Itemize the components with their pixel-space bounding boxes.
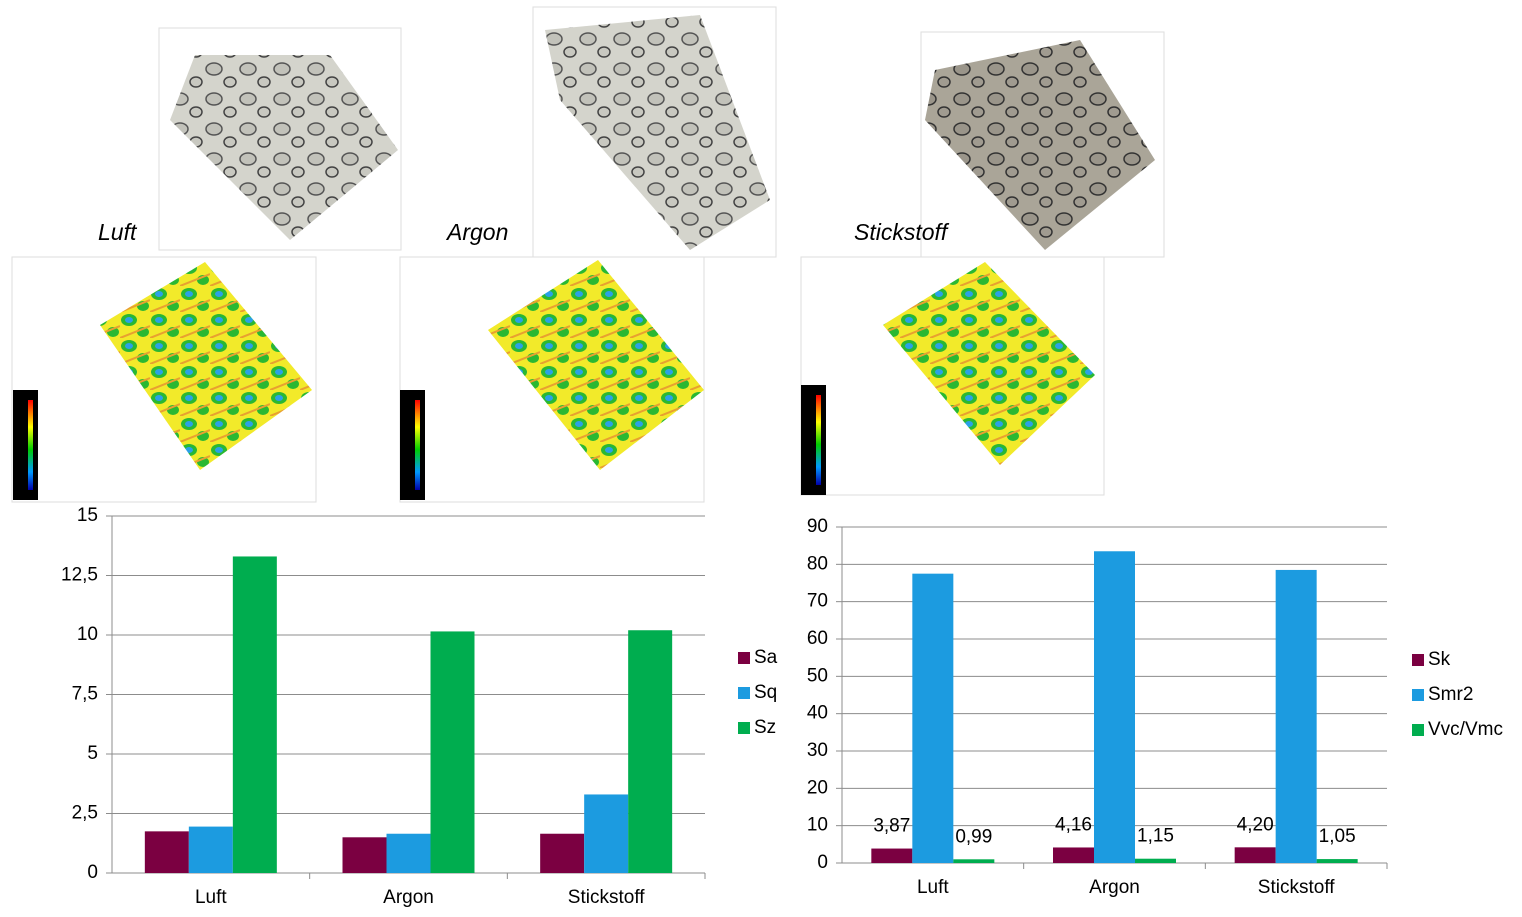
legend-swatch xyxy=(738,687,750,699)
x-tick-label: Argon xyxy=(1089,877,1140,898)
legend-label: Sz xyxy=(754,717,776,738)
x-tick-label: Argon xyxy=(383,887,434,908)
bar xyxy=(1094,551,1135,863)
data-label: 0,99 xyxy=(955,826,992,847)
bar xyxy=(1316,859,1358,863)
legend-swatch xyxy=(1412,724,1424,736)
bar xyxy=(912,573,954,863)
bar xyxy=(342,837,387,873)
y-tick-label: 0 xyxy=(817,852,828,873)
surface-images xyxy=(11,6,1165,503)
image-label: Luft xyxy=(98,219,138,245)
bar xyxy=(188,826,233,873)
bar xyxy=(953,859,995,863)
y-tick-label: 60 xyxy=(807,628,828,649)
legend-label: Vvc/Vmc xyxy=(1428,719,1503,740)
y-tick-label: 10 xyxy=(77,624,98,645)
legend-label: Smr2 xyxy=(1428,684,1473,705)
y-tick-label: 10 xyxy=(807,815,828,836)
y-tick-label: 70 xyxy=(807,591,828,612)
data-label: 1,05 xyxy=(1319,826,1356,847)
y-tick-label: 90 xyxy=(807,516,828,537)
legend-label: Sa xyxy=(754,647,778,668)
y-tick-label: 20 xyxy=(807,777,828,798)
bar xyxy=(386,833,431,873)
y-tick-label: 7,5 xyxy=(72,684,98,705)
bar xyxy=(1234,847,1276,863)
surface-heatmap xyxy=(100,262,312,470)
image-label: Argon xyxy=(445,219,508,245)
x-tick-label: Luft xyxy=(917,877,949,898)
y-tick-label: 2,5 xyxy=(72,803,98,824)
data-label: 1,15 xyxy=(1137,826,1174,847)
y-tick-label: 0 xyxy=(87,862,98,883)
y-tick-label: 50 xyxy=(807,665,828,686)
legend-swatch xyxy=(738,652,750,664)
surface-3d xyxy=(170,55,398,240)
y-tick-label: 12,5 xyxy=(61,565,98,586)
y-tick-label: 40 xyxy=(807,703,828,724)
surface-heatmap xyxy=(488,260,704,470)
data-label: 4,16 xyxy=(1055,814,1092,835)
y-tick-label: 30 xyxy=(807,740,828,761)
bar xyxy=(871,848,913,863)
bar xyxy=(540,833,585,873)
bar xyxy=(1275,569,1317,863)
legend-label: Sk xyxy=(1428,649,1451,670)
data-label: 3,87 xyxy=(873,816,910,837)
legend-label: Sq xyxy=(754,682,777,703)
bar xyxy=(232,556,277,873)
surface-heatmap xyxy=(883,262,1095,465)
bar xyxy=(628,630,673,873)
y-tick-label: 80 xyxy=(807,553,828,574)
x-tick-label: Luft xyxy=(195,887,227,908)
x-tick-label: Stickstoff xyxy=(568,887,645,908)
bar xyxy=(1135,858,1176,863)
y-tick-label: 15 xyxy=(77,505,98,526)
surface-3d xyxy=(545,15,770,250)
bar xyxy=(584,794,629,873)
surface-3d xyxy=(925,40,1155,250)
legend-swatch xyxy=(738,722,750,734)
bar xyxy=(430,631,475,873)
bar xyxy=(144,831,189,873)
image-label: Stickstoff xyxy=(854,219,950,245)
legend-swatch xyxy=(1412,689,1424,701)
x-tick-label: Stickstoff xyxy=(1258,877,1335,898)
bar xyxy=(1053,847,1094,863)
y-tick-label: 5 xyxy=(87,743,98,764)
data-label: 4,20 xyxy=(1237,814,1274,835)
legend-swatch xyxy=(1412,654,1424,666)
